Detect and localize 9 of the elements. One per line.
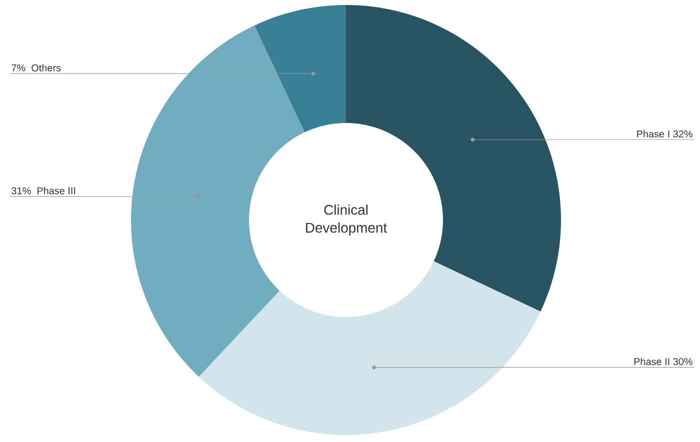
data-label: 32% [673,130,692,138]
data-label: 31% [12,187,31,194]
data-label: 30% [673,358,692,366]
text: Clinical Development [306,204,387,236]
slice-label: Others [32,64,61,72]
slice-label: Phase II [634,358,670,366]
data-label: 7% [12,64,26,72]
slice-label: Phase I [637,130,670,138]
slice-label: Phase III [37,187,76,194]
